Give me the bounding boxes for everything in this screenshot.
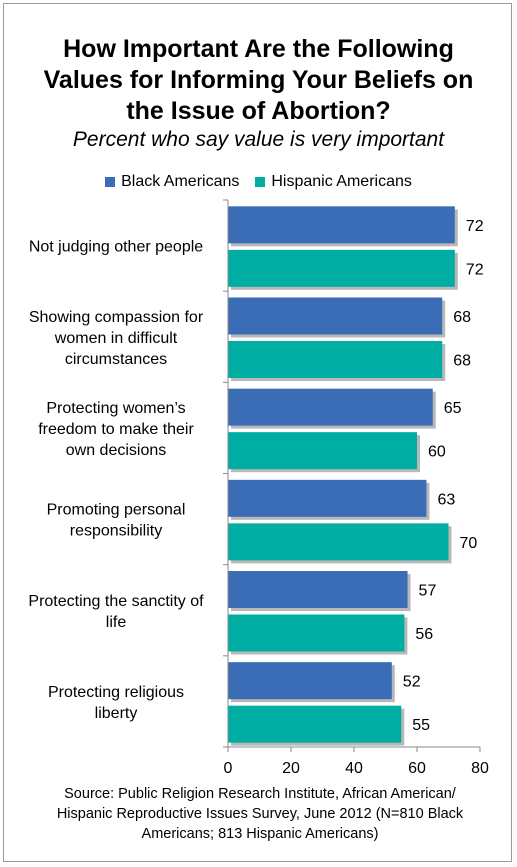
data-label: 63 [437,491,455,508]
bar [228,388,433,426]
title-line: Values for Informing Your Beliefs on [43,66,474,94]
bar [228,705,402,743]
x-tick-label: 60 [408,760,426,777]
bar [228,341,443,378]
category-label: Protecting women’s freedom to make their o… [38,400,194,459]
bar [228,297,443,335]
source-line: Source: Public Religion Research Institu… [64,786,456,802]
data-label: 56 [415,626,433,643]
category-label: Protecting the sanctity of life [28,593,204,631]
category-label-line: own decisions [66,442,167,459]
x-tick-label: 80 [471,760,489,777]
category-label-line: freedom to make their [38,421,194,438]
bar [228,523,449,561]
legend-swatch [105,177,116,187]
category-label-line: Not judging other people [29,239,203,256]
title-line: the Issue of Abortion? [126,97,391,125]
legend: Black Americans Hispanic Americans [0,172,517,192]
data-label: 52 [403,674,421,691]
chart-frame [3,3,512,862]
x-tick-label: 0 [224,760,233,777]
data-label: 72 [466,218,484,235]
category-label: Protecting religious liberty [48,684,184,722]
title-line: How Important Are the Following [63,35,454,63]
legend-item-hispanic-americans: Hispanic Americans [255,172,412,192]
category-label-line: Promoting personal [47,502,186,519]
bar [228,614,405,652]
data-label: 57 [419,583,437,600]
bar-chart: 72 72 Not judging other people 68 68 Showing … [28,199,489,777]
category-label-line: responsibility [70,523,162,540]
bar [228,571,408,608]
category-label-line: liberty [95,705,138,722]
x-tick-label: 20 [282,760,300,777]
source-note: Source: Public Religion Research Institu… [30,784,490,844]
source-line: Hispanic Reproductive Issues Survey, Jun… [56,806,464,822]
category-label: Not judging other people [29,239,203,256]
bar [228,249,455,287]
category-label-line: Protecting women’s [46,400,185,417]
data-label: 55 [412,717,430,734]
data-label: 70 [460,535,478,552]
category-label-line: circumstances [65,351,167,368]
source-line: Americans; 813 Hispanic Americans) [141,826,379,842]
legend-label: Black Americans [121,173,240,190]
chart-title: How Important Are the Following Values f… [0,34,517,127]
data-label: 65 [444,400,462,417]
bar [228,662,392,700]
legend-swatch [255,177,266,187]
legend-item-black-americans: Black Americans [105,172,239,192]
data-label: 60 [428,444,446,461]
category-label-line: Protecting the sanctity of [28,593,204,610]
legend-label: Hispanic Americans [271,173,412,190]
data-label: 72 [466,261,484,278]
bar [228,479,427,517]
category-label-line: Showing compassion for [29,309,204,326]
category-label-line: life [106,614,127,631]
category-label: Promoting personal responsibility [47,502,186,540]
category-label-line: women in difficult [54,330,178,347]
data-label: 68 [453,353,471,370]
bar [228,206,455,244]
chart-subtitle: Percent who say value is very important [72,128,445,151]
bar [228,432,417,470]
category-label: Showing compassion for women in difficult… [29,309,204,368]
category-label-line: Protecting religious [48,684,184,701]
data-label: 68 [453,309,471,326]
x-tick-label: 40 [345,760,363,777]
